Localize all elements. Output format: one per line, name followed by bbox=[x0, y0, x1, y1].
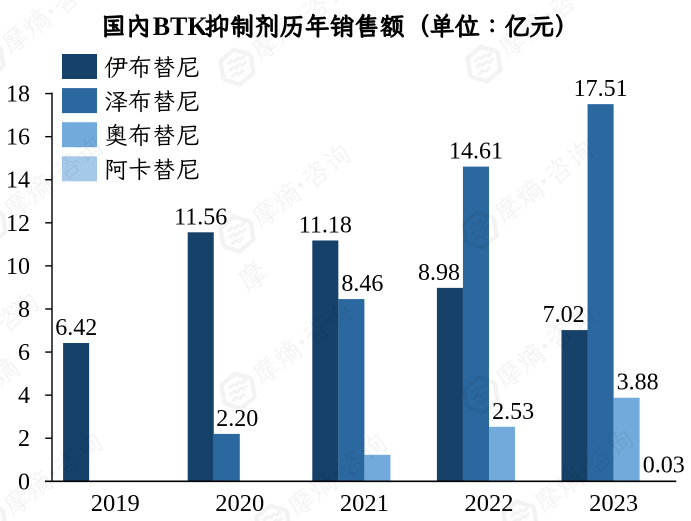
svg-text:17.51: 17.51 bbox=[574, 76, 628, 102]
svg-text:0: 0 bbox=[18, 469, 30, 495]
svg-text:2.20: 2.20 bbox=[216, 406, 258, 432]
svg-text:11.56: 11.56 bbox=[174, 204, 227, 230]
svg-text:10: 10 bbox=[6, 254, 30, 280]
svg-text:18: 18 bbox=[6, 82, 30, 108]
svg-text:2021: 2021 bbox=[340, 490, 389, 517]
svg-text:16: 16 bbox=[6, 125, 30, 151]
svg-text:2020: 2020 bbox=[215, 490, 264, 517]
svg-text:7.02: 7.02 bbox=[543, 302, 585, 328]
svg-text:2: 2 bbox=[18, 426, 30, 452]
svg-text:0.03: 0.03 bbox=[643, 453, 685, 479]
svg-text:4: 4 bbox=[18, 383, 30, 409]
svg-text:12: 12 bbox=[6, 211, 30, 237]
svg-text:8: 8 bbox=[18, 297, 30, 323]
svg-text:11.18: 11.18 bbox=[299, 213, 352, 239]
svg-text:6.42: 6.42 bbox=[55, 315, 97, 341]
svg-text:2.53: 2.53 bbox=[492, 399, 534, 425]
svg-text:8.46: 8.46 bbox=[341, 271, 383, 297]
svg-text:14: 14 bbox=[6, 168, 30, 194]
svg-text:BTK: BTK bbox=[153, 12, 209, 41]
svg-text:14.61: 14.61 bbox=[449, 139, 503, 165]
svg-text:6: 6 bbox=[18, 340, 30, 366]
svg-text:2023: 2023 bbox=[589, 490, 638, 517]
svg-text:3.88: 3.88 bbox=[617, 370, 659, 396]
svg-text:8.98: 8.98 bbox=[418, 260, 460, 286]
svg-text:2019: 2019 bbox=[91, 490, 140, 517]
